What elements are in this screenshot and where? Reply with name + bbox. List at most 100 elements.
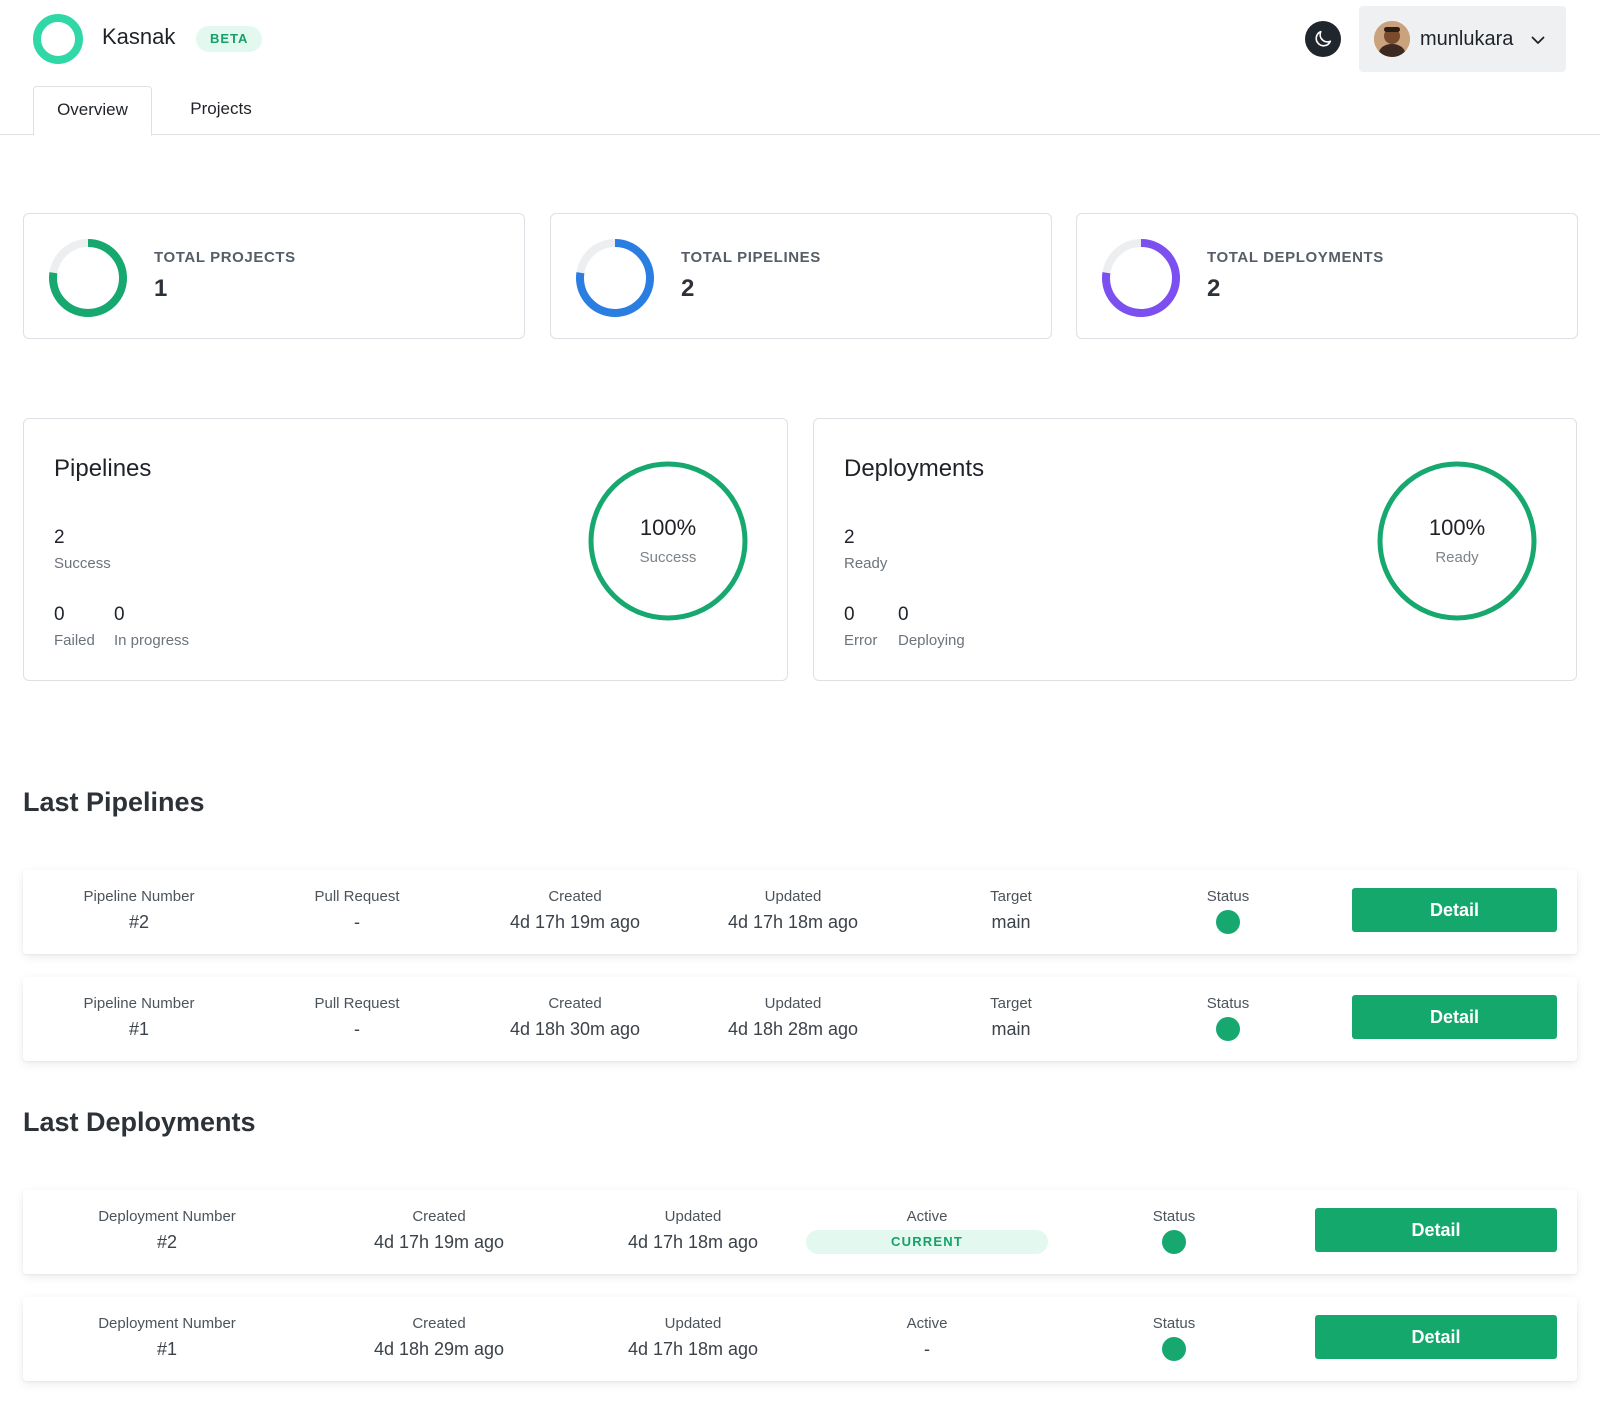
error-label: Error — [844, 632, 878, 649]
deployments-summary-card: Deployments 2 Ready 0 Error 0 Deploying … — [813, 418, 1577, 681]
status-cell: Status — [1124, 1313, 1224, 1361]
success-label: Success — [54, 555, 111, 572]
pipelines-ring-icon — [576, 239, 654, 317]
ring-label: Success — [639, 549, 697, 566]
cell-label: Active — [906, 1208, 948, 1225]
target-value: main — [991, 912, 1031, 932]
updated-cell: Updated 4d 18h 28m ago — [703, 993, 883, 1043]
created-cell: Created 4d 18h 30m ago — [485, 993, 665, 1043]
pipelines-summary-card: Pipelines 2 Success 0 Failed 0 In progre… — [23, 418, 788, 681]
pipelines-summary-title: Pipelines — [54, 455, 152, 482]
error-count: 0 — [844, 604, 855, 625]
total-pipelines-card: TOTAL PIPELINES 2 — [550, 213, 1052, 339]
deploying-label: Deploying — [898, 632, 965, 649]
status-dot-icon — [1162, 1230, 1186, 1254]
detail-button[interactable]: Detail — [1352, 888, 1557, 932]
cell-label: Created — [412, 1208, 466, 1225]
cell-label: Updated — [664, 1315, 722, 1332]
avatar — [1374, 21, 1410, 57]
created-cell: Created 4d 17h 19m ago — [349, 1206, 529, 1256]
cell-label: Deployment Number — [98, 1208, 236, 1225]
created-value: 4d 18h 29m ago — [373, 1339, 505, 1359]
deployment-number-cell: Deployment Number #2 — [77, 1206, 257, 1256]
target-value: main — [991, 1019, 1031, 1039]
pipelines-success-ring: 100% Success — [588, 461, 748, 621]
cell-label: Created — [548, 888, 602, 905]
last-pipelines-title: Last Pipelines — [23, 787, 205, 817]
cell-label: Target — [990, 888, 1032, 905]
tab-projects[interactable]: Projects — [190, 99, 252, 118]
updated-cell: Updated 4d 17h 18m ago — [603, 1206, 783, 1256]
cell-label: Target — [990, 995, 1032, 1012]
stat-label: TOTAL DEPLOYMENTS — [1207, 249, 1384, 266]
created-cell: Created 4d 17h 19m ago — [485, 886, 665, 936]
in-progress-label: In progress — [114, 632, 190, 649]
target-cell: Target main — [951, 886, 1071, 936]
top-bar: Kasnak BETA munlukara — [0, 0, 1600, 78]
deployments-summary-title: Deployments — [844, 455, 985, 482]
username: munlukara — [1420, 28, 1514, 50]
updated-value: 4d 18h 28m ago — [727, 1019, 859, 1039]
tab-overview[interactable]: Overview — [33, 86, 152, 136]
beta-badge: BETA — [196, 26, 263, 52]
pull-request-cell: Pull Request - — [277, 886, 437, 936]
cell-label: Status — [1152, 1315, 1196, 1332]
cell-label: Pull Request — [314, 995, 400, 1012]
cell-label: Pull Request — [314, 888, 400, 905]
detail-button[interactable]: Detail — [1352, 995, 1557, 1039]
updated-cell: Updated 4d 17h 18m ago — [603, 1313, 783, 1363]
cell-label: Pipeline Number — [83, 888, 195, 905]
cell-label: Pipeline Number — [83, 995, 195, 1012]
updated-value: 4d 17h 18m ago — [627, 1232, 759, 1252]
pipeline-number: #1 — [128, 1019, 150, 1039]
table-row: Pipeline Number #1 Pull Request - Create… — [23, 977, 1577, 1061]
user-menu-button[interactable]: munlukara — [1359, 6, 1566, 72]
status-dot-icon — [1162, 1337, 1186, 1361]
failed-count: 0 — [54, 604, 65, 625]
active-cell: Active - — [806, 1313, 1048, 1363]
cell-label: Created — [412, 1315, 466, 1332]
cell-label: Updated — [664, 1208, 722, 1225]
last-deployments-title: Last Deployments — [23, 1107, 256, 1137]
cell-label: Created — [548, 995, 602, 1012]
ring-label: Ready — [1435, 549, 1479, 566]
detail-button[interactable]: Detail — [1315, 1208, 1557, 1252]
table-row: Deployment Number #2 Created 4d 17h 19m … — [23, 1190, 1577, 1274]
active-value: - — [924, 1339, 930, 1359]
total-projects-card: TOTAL PROJECTS 1 — [23, 213, 525, 339]
created-cell: Created 4d 18h 29m ago — [349, 1313, 529, 1363]
cell-label: Status — [1206, 995, 1250, 1012]
pipeline-number-cell: Pipeline Number #1 — [59, 993, 219, 1043]
table-row: Deployment Number #1 Created 4d 18h 29m … — [23, 1297, 1577, 1381]
created-value: 4d 17h 19m ago — [509, 912, 641, 932]
status-cell: Status — [1178, 993, 1278, 1041]
created-value: 4d 18h 30m ago — [509, 1019, 641, 1039]
cell-label: Updated — [764, 995, 822, 1012]
ring-percent: 100% — [639, 515, 697, 540]
status-cell: Status — [1124, 1206, 1224, 1254]
success-count: 2 — [54, 527, 65, 548]
deployment-number: #2 — [156, 1232, 178, 1252]
stat-label: TOTAL PROJECTS — [154, 249, 296, 266]
pull-request-value: - — [354, 1019, 360, 1039]
main-tabs: Overview Projects — [0, 86, 1600, 136]
cell-label: Updated — [764, 888, 822, 905]
active-cell: Active CURRENT — [806, 1206, 1048, 1254]
ring-percent: 100% — [1428, 515, 1486, 540]
ready-count: 2 — [844, 527, 855, 548]
detail-button[interactable]: Detail — [1315, 1315, 1557, 1359]
theme-toggle-button[interactable] — [1305, 21, 1341, 57]
stat-value: 2 — [681, 275, 695, 302]
deployments-ring-icon — [1102, 239, 1180, 317]
cell-label: Deployment Number — [98, 1315, 236, 1332]
updated-value: 4d 17h 18m ago — [627, 1339, 759, 1359]
total-deployments-card: TOTAL DEPLOYMENTS 2 — [1076, 213, 1578, 339]
cell-label: Active — [906, 1315, 948, 1332]
target-cell: Target main — [951, 993, 1071, 1043]
in-progress-count: 0 — [114, 604, 125, 625]
status-dot-icon — [1216, 910, 1240, 934]
stat-value: 2 — [1207, 275, 1221, 302]
kasnak-logo-icon[interactable] — [33, 14, 83, 64]
brand-name[interactable]: Kasnak — [102, 24, 176, 49]
stat-value: 1 — [154, 275, 168, 302]
